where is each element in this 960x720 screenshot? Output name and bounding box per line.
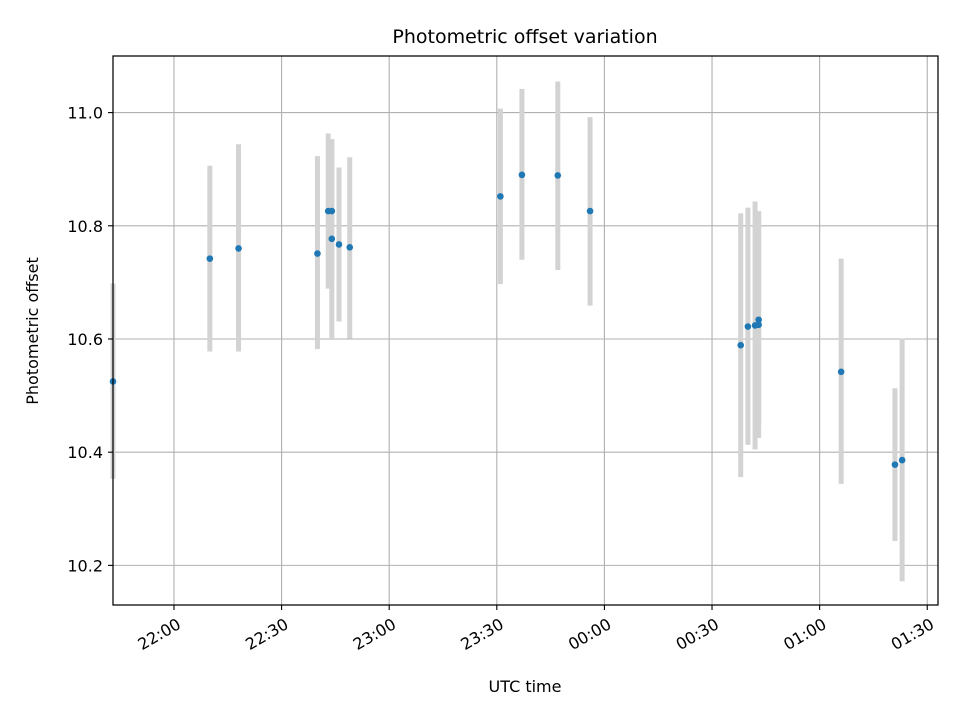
y-tick-label: 11.0 bbox=[67, 104, 103, 123]
y-tick-label: 10.2 bbox=[67, 556, 103, 575]
y-axis-label: Photometric offset bbox=[23, 257, 42, 405]
data-point bbox=[328, 235, 336, 243]
data-point bbox=[206, 255, 214, 262]
y-tick-label: 10.8 bbox=[67, 217, 103, 236]
y-tick-label: 10.6 bbox=[67, 330, 103, 349]
data-point bbox=[755, 321, 762, 329]
grid bbox=[113, 56, 938, 605]
data-point bbox=[328, 207, 336, 215]
data-point bbox=[737, 341, 745, 349]
data-point bbox=[235, 245, 242, 252]
data-point bbox=[837, 368, 845, 376]
y-tick-label: 10.4 bbox=[67, 443, 103, 462]
data-points bbox=[109, 171, 906, 468]
data-point bbox=[898, 456, 906, 464]
data-point bbox=[314, 250, 321, 257]
data-point bbox=[518, 171, 526, 179]
plot-frame bbox=[112, 55, 939, 606]
data-point bbox=[755, 316, 762, 324]
chart-title: Photometric offset variation bbox=[392, 26, 657, 48]
data-point bbox=[335, 241, 343, 248]
y-axis-ticks: 10.2 10.4 10.6 10.8 11.0 bbox=[67, 104, 113, 575]
data-point bbox=[554, 172, 562, 179]
x-axis-label: UTC time bbox=[489, 677, 562, 696]
data-point bbox=[586, 207, 594, 215]
data-point bbox=[497, 193, 504, 200]
data-point bbox=[891, 461, 899, 468]
data-point bbox=[346, 244, 354, 251]
data-point bbox=[744, 323, 752, 330]
